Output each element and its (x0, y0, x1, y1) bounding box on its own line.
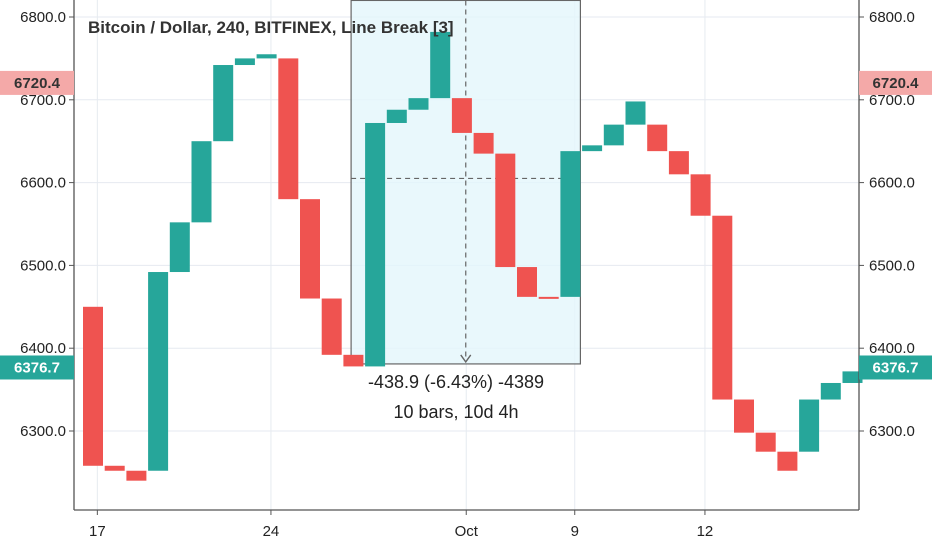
up-brick (625, 101, 646, 125)
price-badge-label: 6376.7 (873, 359, 919, 376)
x-axis-ticks: 17 24 Oct 9 12 (89, 510, 713, 540)
down-brick (538, 296, 559, 299)
up-brick (213, 65, 234, 142)
down-brick (495, 153, 516, 268)
down-brick (690, 174, 711, 216)
down-brick (83, 306, 103, 466)
price-badge-bg (859, 355, 932, 380)
y-axis-right-ticks: 6300.0 6400.0 6500.0 6600.0 6700.0 6800.0 (859, 9, 915, 440)
price-badge-bg (0, 355, 74, 380)
price-badge-label: 6720.4 (873, 75, 920, 92)
up-brick (256, 54, 277, 59)
y-tick-label: 6700.0 (20, 92, 66, 109)
down-brick (451, 98, 472, 133)
up-brick (148, 272, 169, 471)
down-brick (343, 354, 364, 367)
down-brick (755, 432, 776, 452)
up-brick (191, 141, 212, 223)
price-badge-bg (859, 70, 932, 95)
down-brick (517, 267, 537, 297)
up-brick (408, 98, 429, 110)
y-tick-label: 6800.0 (20, 9, 66, 26)
up-brick (169, 222, 190, 273)
up-brick (430, 31, 451, 99)
y-tick-label: 6400.0 (869, 340, 915, 357)
up-brick (365, 122, 386, 367)
down-brick (777, 451, 798, 471)
up-brick (386, 109, 407, 123)
down-brick (712, 215, 733, 400)
y-tick-label: 6300.0 (869, 423, 915, 440)
x-tick-label: 17 (89, 523, 106, 540)
price-badge-label: 6720.4 (14, 75, 61, 92)
down-brick (104, 465, 125, 471)
up-brick (234, 58, 255, 66)
up-brick (842, 371, 863, 383)
measure-arrow (460, 354, 472, 364)
y-tick-label: 6600.0 (869, 175, 915, 192)
x-tick-label: 9 (571, 523, 579, 540)
x-tick-label: 24 (263, 523, 280, 540)
up-brick (603, 124, 624, 146)
x-tick-label: Oct (455, 523, 479, 540)
chart-title: Bitcoin / Dollar, 240, BITFINEX, Line Br… (88, 18, 454, 37)
down-brick (321, 298, 342, 355)
y-axis-left-ticks: 6300.0 6400.0 6500.0 6600.0 6700.0 6800.0 (20, 9, 74, 440)
down-brick (126, 470, 147, 481)
line-break-bars (83, 31, 885, 481)
up-brick (820, 382, 841, 400)
y-tick-label: 6400.0 (20, 340, 66, 357)
down-brick (668, 151, 689, 175)
down-brick (473, 132, 494, 154)
y-tick-label: 6300.0 (20, 423, 66, 440)
y-tick-label: 6500.0 (869, 257, 915, 274)
measure-bars-label: 10 bars, 10d 4h (393, 402, 519, 422)
x-tick-label: 12 (697, 523, 714, 540)
price-badges: 6720.4 6720.4 6376.7 6376.7 (0, 70, 932, 380)
price-badge-label: 6376.7 (14, 359, 60, 376)
y-tick-label: 6500.0 (20, 257, 66, 274)
up-brick (799, 399, 820, 452)
down-brick (300, 199, 320, 299)
price-badge-bg (0, 70, 74, 95)
down-brick (734, 399, 754, 433)
up-brick (582, 145, 603, 152)
measure-overlay (350, 0, 582, 365)
up-brick (560, 151, 581, 297)
down-brick (647, 124, 668, 152)
y-tick-label: 6700.0 (869, 92, 915, 109)
y-tick-label: 6800.0 (869, 9, 915, 26)
measure-change-label: -438.9 (-6.43%) -4389 (367, 372, 545, 392)
down-brick (278, 58, 299, 200)
y-tick-label: 6600.0 (20, 175, 66, 192)
